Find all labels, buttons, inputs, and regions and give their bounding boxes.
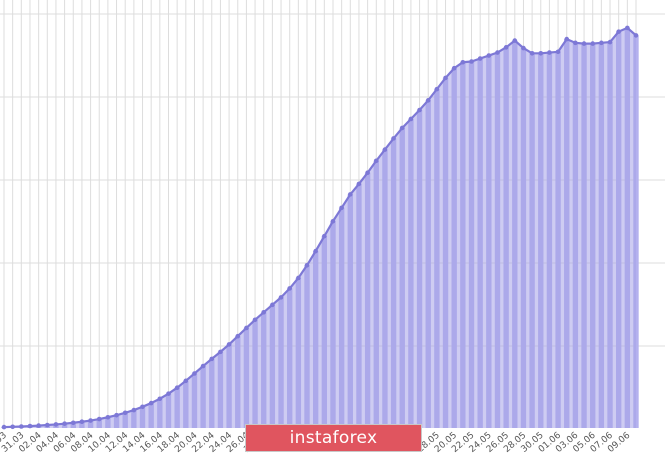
data-point — [105, 414, 111, 420]
data-point — [443, 75, 448, 81]
data-point — [512, 38, 518, 43]
data-point — [157, 396, 163, 402]
data-point — [382, 147, 388, 152]
data-point — [348, 192, 353, 197]
data-point — [555, 49, 561, 55]
watermark-text: instaforex — [289, 428, 378, 448]
data-point — [495, 50, 500, 55]
data-point — [44, 422, 50, 428]
data-point — [408, 116, 414, 122]
data-point — [192, 371, 197, 376]
data-point — [278, 295, 284, 300]
data-point — [79, 419, 85, 425]
data-point — [460, 59, 466, 65]
data-point — [365, 170, 370, 176]
data-point — [607, 39, 613, 45]
data-point — [304, 262, 310, 268]
watermark-badge: instaforex — [245, 424, 422, 452]
data-point — [573, 40, 578, 46]
data-point — [218, 349, 223, 355]
data-point — [633, 33, 639, 38]
data-point — [529, 50, 535, 56]
data-point — [590, 41, 596, 46]
data-point — [200, 363, 206, 369]
data-point — [96, 416, 102, 422]
data-point — [451, 65, 457, 71]
data-point — [53, 422, 59, 427]
data-point — [503, 45, 509, 50]
data-point — [122, 410, 128, 416]
data-point — [581, 41, 587, 46]
data-point — [235, 333, 241, 339]
data-point — [330, 218, 336, 224]
data-point — [226, 342, 232, 347]
data-point — [174, 385, 180, 390]
data-point — [27, 423, 33, 429]
data-point — [62, 421, 67, 426]
data-point — [486, 53, 492, 58]
data-point — [625, 25, 630, 31]
data-point — [36, 423, 41, 428]
data-point — [322, 233, 327, 239]
data-point — [10, 424, 15, 430]
data-point — [270, 302, 275, 308]
data-point — [425, 98, 431, 103]
data-point — [244, 325, 249, 331]
data-point — [287, 286, 292, 291]
data-point — [261, 310, 267, 315]
data-point — [391, 136, 396, 141]
data-point — [373, 158, 379, 164]
data-point — [166, 391, 171, 396]
data-point — [417, 107, 422, 113]
data-point — [313, 248, 318, 254]
data-point — [1, 424, 7, 430]
data-points — [1, 25, 639, 430]
data-point — [564, 36, 570, 42]
data-point — [538, 50, 544, 56]
data-point — [521, 45, 526, 51]
data-point — [399, 125, 405, 131]
data-point — [88, 418, 93, 423]
data-point — [148, 400, 154, 406]
data-point — [131, 407, 137, 413]
data-point — [599, 40, 604, 46]
data-point — [70, 420, 76, 426]
data-point — [252, 317, 258, 323]
data-point — [434, 86, 440, 92]
data-point — [140, 404, 145, 410]
area-fill — [4, 27, 636, 428]
data-point — [114, 412, 119, 418]
data-point — [296, 275, 301, 281]
data-point — [616, 29, 621, 34]
data-point — [209, 356, 215, 362]
data-point — [19, 424, 24, 429]
data-point — [356, 181, 362, 187]
data-point — [339, 205, 344, 211]
data-point — [469, 59, 474, 64]
data-point — [183, 378, 189, 384]
data-point — [547, 50, 552, 55]
data-point — [477, 56, 483, 61]
